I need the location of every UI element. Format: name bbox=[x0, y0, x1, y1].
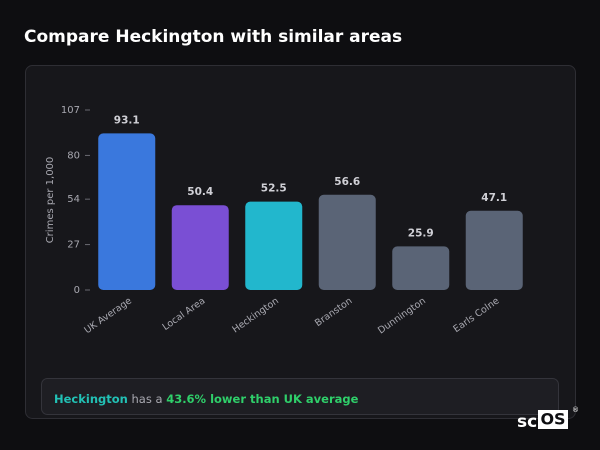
value-label: 52.5 bbox=[261, 183, 287, 195]
value-label: 56.6 bbox=[334, 176, 360, 188]
y-tick-label: 54 bbox=[67, 194, 80, 205]
bar bbox=[318, 194, 376, 290]
bar bbox=[392, 246, 450, 290]
value-label: 50.4 bbox=[187, 186, 213, 198]
summary-area: Heckington bbox=[54, 392, 128, 406]
page-title: Compare Heckington with similar areas bbox=[24, 27, 402, 47]
y-tick-label: 27 bbox=[67, 240, 80, 251]
summary-highlight: 43.6% lower than UK average bbox=[166, 392, 358, 406]
summary-box bbox=[41, 378, 559, 415]
bar bbox=[98, 133, 156, 290]
logo-mark: ® bbox=[572, 406, 579, 414]
logo-boxed: OS bbox=[540, 410, 565, 429]
bar bbox=[465, 210, 523, 290]
y-axis-title: Crimes per 1,000 bbox=[45, 157, 56, 244]
value-label: 93.1 bbox=[114, 114, 140, 126]
bar bbox=[245, 201, 303, 290]
value-label: 25.9 bbox=[408, 227, 434, 239]
logo-left: sc bbox=[517, 412, 537, 432]
y-tick-label: 107 bbox=[61, 105, 80, 116]
summary-text: Heckington has a 43.6% lower than UK ave… bbox=[54, 392, 359, 406]
bar bbox=[171, 205, 229, 290]
summary-middle: has a bbox=[132, 392, 163, 406]
value-label: 47.1 bbox=[481, 192, 507, 204]
y-tick-label: 0 bbox=[74, 285, 80, 296]
y-tick-label: 80 bbox=[67, 150, 80, 161]
logo-box bbox=[538, 410, 568, 429]
